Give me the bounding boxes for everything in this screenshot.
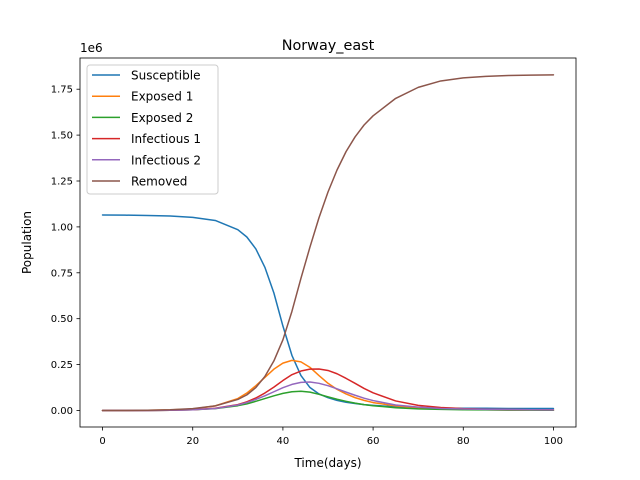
- series-line-infectious-2: [101, 381, 555, 412]
- x-tick-label: 80: [457, 436, 470, 447]
- legend-label: Infectious 1: [131, 132, 201, 146]
- x-axis-label: Time(days): [293, 456, 361, 470]
- legend-label: Exposed 2: [131, 111, 193, 125]
- chart-title: Norway_east: [282, 38, 375, 54]
- x-tick-label: 40: [277, 436, 290, 447]
- x-tick-label: 100: [544, 436, 563, 447]
- y-tick-label: 0.25: [51, 360, 73, 371]
- legend-box: [86, 64, 219, 195]
- y-tick-label: 1.25: [51, 177, 73, 188]
- legend-label: Exposed 1: [131, 90, 193, 104]
- y-tick-label: 1.50: [51, 131, 73, 142]
- y-tick-label: 1.75: [51, 85, 73, 96]
- y-axis: 0.00 0.25 0.50 0.75 1.00 1.25 1.50 1.75: [51, 85, 80, 417]
- y-tick-label: 0.50: [51, 314, 73, 325]
- y-tick-label: 0.75: [51, 268, 73, 279]
- plot-area: [79, 57, 577, 428]
- legend-entries: Susceptible Exposed 1 Exposed 2 Infectious …: [92, 69, 201, 189]
- y-axis-label: Population: [20, 211, 34, 274]
- series-layer: [101, 74, 555, 412]
- series-line-removed: [101, 74, 555, 412]
- legend-label: Susceptible: [131, 69, 200, 83]
- x-tick-label: 60: [367, 436, 380, 447]
- axes-frame: [79, 57, 577, 428]
- legend-label: Removed: [131, 175, 187, 189]
- x-tick-label: 0: [99, 436, 105, 447]
- y-offset-label: 1e6: [80, 41, 103, 55]
- x-tick-label: 20: [186, 436, 199, 447]
- legend: Susceptible Exposed 1 Exposed 2 Infectious …: [86, 64, 219, 195]
- legend-label: Infectious 2: [131, 153, 201, 167]
- y-tick-label: 1.00: [51, 222, 73, 233]
- y-tick-label: 0.00: [51, 406, 73, 417]
- x-axis: 0 20 40 60 80 100: [99, 427, 563, 447]
